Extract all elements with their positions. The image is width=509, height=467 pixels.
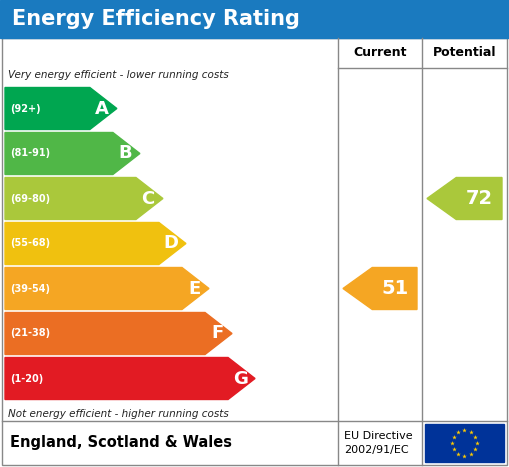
Text: (81-91): (81-91): [10, 149, 50, 158]
Text: A: A: [95, 99, 109, 118]
Text: 72: 72: [466, 189, 493, 208]
Text: (21-38): (21-38): [10, 328, 50, 339]
Polygon shape: [5, 268, 209, 310]
Text: Potential: Potential: [433, 47, 496, 59]
Text: England, Scotland & Wales: England, Scotland & Wales: [10, 436, 232, 451]
Polygon shape: [5, 177, 163, 219]
Polygon shape: [427, 177, 502, 219]
Text: B: B: [118, 144, 132, 163]
Text: (39-54): (39-54): [10, 283, 50, 293]
Text: (92+): (92+): [10, 104, 41, 113]
Polygon shape: [5, 222, 186, 264]
Bar: [425, 424, 504, 462]
Polygon shape: [343, 268, 417, 310]
Text: D: D: [163, 234, 179, 253]
Text: F: F: [211, 325, 223, 342]
Polygon shape: [5, 358, 255, 399]
Text: E: E: [188, 280, 200, 297]
Text: Current: Current: [353, 47, 407, 59]
Text: Very energy efficient - lower running costs: Very energy efficient - lower running co…: [8, 70, 229, 80]
Text: G: G: [233, 369, 247, 388]
Text: (69-80): (69-80): [10, 193, 50, 204]
Polygon shape: [5, 133, 140, 175]
Text: Energy Efficiency Rating: Energy Efficiency Rating: [12, 9, 300, 29]
Polygon shape: [5, 312, 232, 354]
Text: EU Directive
2002/91/EC: EU Directive 2002/91/EC: [344, 431, 413, 455]
Text: (1-20): (1-20): [10, 374, 43, 383]
Bar: [0, 0, 509, 38]
Text: C: C: [142, 190, 155, 207]
Text: Not energy efficient - higher running costs: Not energy efficient - higher running co…: [8, 409, 229, 419]
Text: (55-68): (55-68): [10, 239, 50, 248]
Text: 51: 51: [381, 279, 408, 298]
Polygon shape: [5, 87, 117, 129]
